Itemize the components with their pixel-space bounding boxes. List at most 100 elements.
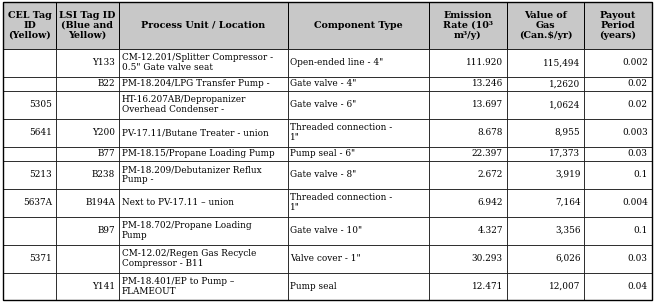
Text: Pump seal: Pump seal: [290, 282, 337, 291]
Bar: [584, 2, 652, 49]
Text: 2.672: 2.672: [477, 170, 503, 179]
Bar: [119, 189, 288, 217]
Bar: [429, 161, 507, 189]
Bar: [584, 119, 652, 147]
Text: 0.004: 0.004: [622, 198, 648, 207]
Text: 17,373: 17,373: [550, 149, 580, 158]
Text: PM-18.204/LPG Transfer Pump -: PM-18.204/LPG Transfer Pump -: [122, 79, 269, 88]
Text: B97: B97: [98, 226, 115, 235]
Text: 8,955: 8,955: [555, 128, 580, 137]
Text: Valve cover - 1": Valve cover - 1": [290, 254, 361, 263]
Bar: [3, 161, 56, 189]
Bar: [56, 49, 119, 77]
Text: 22.397: 22.397: [472, 149, 503, 158]
Text: 12,007: 12,007: [549, 282, 580, 291]
Bar: [507, 217, 584, 245]
Text: PM-18.209/Debutanizer Reflux
Pump -: PM-18.209/Debutanizer Reflux Pump -: [122, 165, 261, 184]
Text: 6.942: 6.942: [477, 198, 503, 207]
Text: PM-18.15/Propane Loading Pump: PM-18.15/Propane Loading Pump: [122, 149, 274, 158]
Bar: [56, 189, 119, 217]
Bar: [119, 161, 288, 189]
Text: 3,356: 3,356: [555, 226, 580, 235]
Text: CM-12.02/Regen Gas Recycle
Compressor - B11: CM-12.02/Regen Gas Recycle Compressor - …: [122, 249, 256, 268]
Text: 6,026: 6,026: [555, 254, 580, 263]
Bar: [507, 272, 584, 300]
Text: PM-18.401/EP to Pump –
FLAMEOUT: PM-18.401/EP to Pump – FLAMEOUT: [122, 277, 234, 296]
Text: 111.920: 111.920: [466, 58, 503, 67]
Bar: [3, 2, 56, 49]
Bar: [288, 77, 429, 91]
Text: Open-ended line - 4": Open-ended line - 4": [290, 58, 384, 67]
Bar: [584, 217, 652, 245]
Text: 3,919: 3,919: [555, 170, 580, 179]
Bar: [56, 119, 119, 147]
Bar: [3, 245, 56, 272]
Bar: [56, 2, 119, 49]
Text: Gate valve - 6": Gate valve - 6": [290, 100, 356, 109]
Bar: [584, 49, 652, 77]
Text: 5637A: 5637A: [23, 198, 52, 207]
Bar: [119, 245, 288, 272]
Bar: [3, 77, 56, 91]
Text: 0.02: 0.02: [627, 79, 648, 88]
Bar: [3, 119, 56, 147]
Text: 0.1: 0.1: [633, 170, 648, 179]
Text: Gate valve - 10": Gate valve - 10": [290, 226, 362, 235]
Text: 0.1: 0.1: [633, 226, 648, 235]
Bar: [288, 49, 429, 77]
Bar: [584, 91, 652, 119]
Bar: [3, 49, 56, 77]
Text: 0.03: 0.03: [627, 149, 648, 158]
Bar: [584, 161, 652, 189]
Text: Gate valve - 4": Gate valve - 4": [290, 79, 357, 88]
Bar: [584, 147, 652, 161]
Text: 0.03: 0.03: [627, 254, 648, 263]
Bar: [119, 272, 288, 300]
Bar: [3, 217, 56, 245]
Bar: [56, 245, 119, 272]
Bar: [507, 77, 584, 91]
Text: LSI Tag ID
(Blue and
Yellow): LSI Tag ID (Blue and Yellow): [59, 11, 115, 40]
Text: PM-18.702/Propane Loading
Pump: PM-18.702/Propane Loading Pump: [122, 221, 252, 240]
Bar: [429, 189, 507, 217]
Bar: [429, 217, 507, 245]
Bar: [56, 147, 119, 161]
Text: Process Unit / Location: Process Unit / Location: [141, 21, 265, 30]
Bar: [288, 147, 429, 161]
Bar: [429, 91, 507, 119]
Bar: [288, 245, 429, 272]
Bar: [119, 2, 288, 49]
Bar: [56, 77, 119, 91]
Text: Emission
Rate (10³
m³/y): Emission Rate (10³ m³/y): [443, 11, 493, 40]
Bar: [507, 119, 584, 147]
Bar: [584, 77, 652, 91]
Bar: [288, 272, 429, 300]
Bar: [507, 161, 584, 189]
Text: 0.003: 0.003: [622, 128, 648, 137]
Bar: [507, 189, 584, 217]
Text: CEL Tag
ID
(Yellow): CEL Tag ID (Yellow): [8, 11, 51, 40]
Text: 4.327: 4.327: [477, 226, 503, 235]
Bar: [429, 147, 507, 161]
Bar: [3, 272, 56, 300]
Text: 0.02: 0.02: [627, 100, 648, 109]
Text: 5641: 5641: [29, 128, 52, 137]
Bar: [3, 147, 56, 161]
Bar: [288, 119, 429, 147]
Text: 1,0624: 1,0624: [549, 100, 580, 109]
Bar: [288, 91, 429, 119]
Text: Pump seal - 6": Pump seal - 6": [290, 149, 356, 158]
Bar: [584, 189, 652, 217]
Text: Component Type: Component Type: [314, 21, 403, 30]
Text: HT-16.207AB/Depropanizer
Overhead Condenser -: HT-16.207AB/Depropanizer Overhead Conden…: [122, 95, 246, 114]
Text: 13.246: 13.246: [472, 79, 503, 88]
Bar: [288, 161, 429, 189]
Text: B194A: B194A: [85, 198, 115, 207]
Text: 0.04: 0.04: [627, 282, 648, 291]
Text: B22: B22: [98, 79, 115, 88]
Text: 1,2620: 1,2620: [549, 79, 580, 88]
Bar: [56, 272, 119, 300]
Bar: [507, 91, 584, 119]
Text: 12.471: 12.471: [472, 282, 503, 291]
Bar: [56, 91, 119, 119]
